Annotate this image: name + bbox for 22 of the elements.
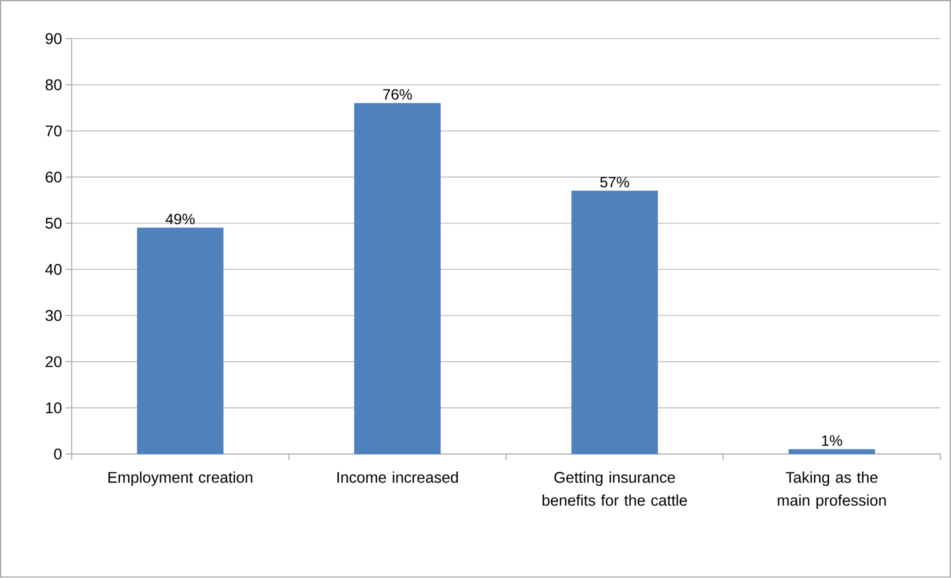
data-label: 1% xyxy=(822,436,842,446)
data-label: 76% xyxy=(383,89,412,100)
x-tick-label: Income increased xyxy=(337,472,458,484)
x-tick-label: Employment creation xyxy=(108,472,252,486)
x-tick-label: Getting insurance benefits for the cattle xyxy=(542,472,687,506)
y-tick-label: 30 xyxy=(46,310,62,322)
y-tick-label: 80 xyxy=(46,79,62,90)
y-tick-label: 0 xyxy=(54,448,62,460)
y-tick-label: 40 xyxy=(45,264,62,276)
y-tick-label: 10 xyxy=(46,402,62,414)
y-tick-label: 90 xyxy=(46,33,62,44)
y-tick-label: 20 xyxy=(46,356,62,368)
y-tick-label: 70 xyxy=(46,126,62,137)
y-tick-label: 60 xyxy=(46,172,62,183)
y-tick-label: 50 xyxy=(46,218,62,229)
bar xyxy=(354,103,441,454)
bar xyxy=(137,228,224,454)
x-tick-label: Taking as the main profession xyxy=(778,472,886,509)
bar xyxy=(788,449,876,454)
data-label: 49% xyxy=(166,214,195,224)
bar xyxy=(571,190,658,454)
data-label: 57% xyxy=(600,177,630,188)
